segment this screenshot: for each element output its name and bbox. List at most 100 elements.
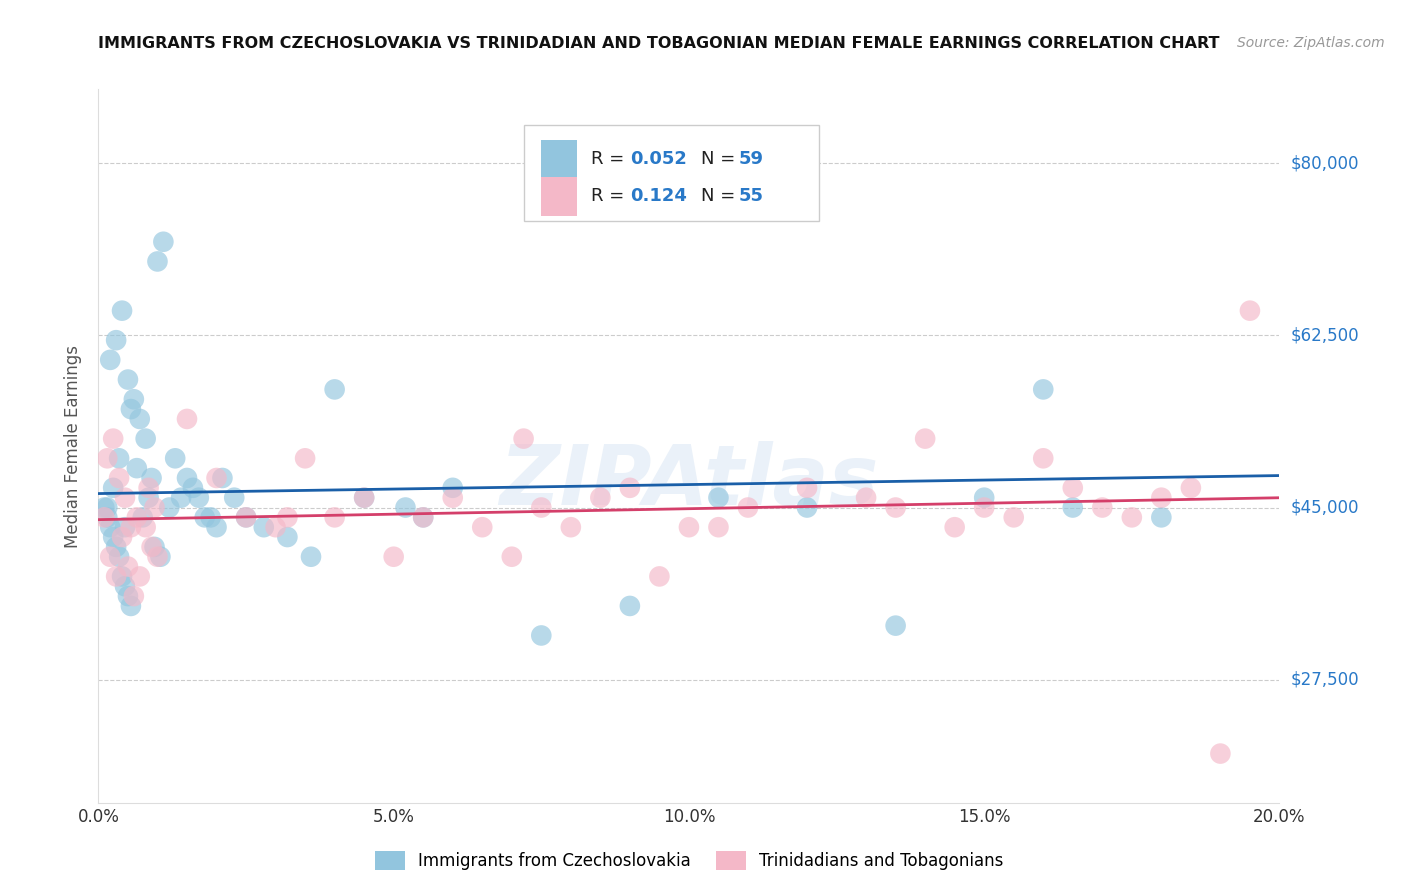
Point bbox=[120, 520, 142, 534]
Point bbox=[93, 510, 115, 524]
Point bbox=[796, 481, 818, 495]
Point bbox=[1091, 500, 1114, 515]
Point bbox=[394, 500, 416, 515]
Point bbox=[707, 491, 730, 505]
Point bbox=[884, 618, 907, 632]
Point bbox=[111, 303, 134, 318]
Text: $45,000: $45,000 bbox=[1291, 499, 1360, 516]
Point bbox=[194, 510, 217, 524]
Point bbox=[678, 520, 700, 534]
Point bbox=[648, 569, 671, 583]
Point bbox=[176, 471, 198, 485]
Point bbox=[98, 352, 121, 367]
Point bbox=[96, 510, 118, 524]
Point bbox=[114, 579, 136, 593]
Point bbox=[235, 510, 257, 524]
Point bbox=[117, 373, 139, 387]
Point bbox=[143, 500, 166, 515]
Point bbox=[299, 549, 322, 564]
Point bbox=[122, 589, 145, 603]
Point bbox=[128, 569, 150, 583]
Point bbox=[117, 559, 139, 574]
Point bbox=[146, 549, 169, 564]
Point bbox=[132, 510, 155, 524]
Point bbox=[264, 520, 287, 534]
Point bbox=[884, 500, 907, 515]
Point bbox=[105, 540, 128, 554]
Point bbox=[103, 481, 125, 495]
Text: R =: R = bbox=[591, 187, 630, 205]
Text: 59: 59 bbox=[738, 150, 763, 168]
Text: N =: N = bbox=[700, 187, 741, 205]
Point bbox=[707, 520, 730, 534]
Point bbox=[211, 471, 233, 485]
FancyBboxPatch shape bbox=[523, 125, 818, 221]
Point bbox=[141, 540, 163, 554]
Point bbox=[501, 549, 523, 564]
FancyBboxPatch shape bbox=[541, 177, 576, 216]
Point bbox=[973, 491, 995, 505]
Point bbox=[855, 491, 877, 505]
Point bbox=[135, 520, 157, 534]
Text: $62,500: $62,500 bbox=[1291, 326, 1360, 344]
Point bbox=[276, 530, 298, 544]
Point bbox=[157, 500, 180, 515]
Point bbox=[294, 451, 316, 466]
Point bbox=[111, 569, 134, 583]
Point bbox=[530, 628, 553, 642]
Point bbox=[105, 569, 128, 583]
Text: $27,500: $27,500 bbox=[1291, 671, 1360, 689]
Point bbox=[105, 333, 128, 347]
Point bbox=[108, 471, 131, 485]
Point bbox=[138, 491, 160, 505]
Point bbox=[96, 500, 118, 515]
Point bbox=[128, 412, 150, 426]
Point bbox=[114, 491, 136, 505]
Text: ZIPAtlas: ZIPAtlas bbox=[499, 442, 879, 522]
Point bbox=[1209, 747, 1232, 761]
Point bbox=[471, 520, 494, 534]
Point bbox=[412, 510, 434, 524]
Point bbox=[114, 520, 136, 534]
Text: 0.124: 0.124 bbox=[630, 187, 686, 205]
Point bbox=[117, 589, 139, 603]
Point bbox=[143, 540, 166, 554]
Point bbox=[96, 451, 118, 466]
Point bbox=[120, 402, 142, 417]
Text: Source: ZipAtlas.com: Source: ZipAtlas.com bbox=[1237, 36, 1385, 50]
Point bbox=[205, 471, 228, 485]
Point bbox=[200, 510, 222, 524]
Point bbox=[512, 432, 534, 446]
Point bbox=[98, 549, 121, 564]
Point bbox=[382, 549, 405, 564]
Point bbox=[149, 549, 172, 564]
Text: R =: R = bbox=[591, 150, 630, 168]
Point bbox=[560, 520, 582, 534]
Point bbox=[253, 520, 276, 534]
Point bbox=[146, 254, 169, 268]
Point bbox=[737, 500, 759, 515]
Point bbox=[181, 481, 204, 495]
Y-axis label: Median Female Earnings: Median Female Earnings bbox=[65, 344, 83, 548]
Point bbox=[1032, 451, 1054, 466]
Point bbox=[323, 383, 346, 397]
Text: 55: 55 bbox=[738, 187, 763, 205]
Text: 0.052: 0.052 bbox=[630, 150, 686, 168]
Point bbox=[796, 500, 818, 515]
Point bbox=[441, 481, 464, 495]
Point bbox=[235, 510, 257, 524]
Point bbox=[224, 491, 246, 505]
Point bbox=[141, 471, 163, 485]
Point bbox=[1150, 510, 1173, 524]
FancyBboxPatch shape bbox=[541, 139, 576, 178]
Point bbox=[441, 491, 464, 505]
Point bbox=[170, 491, 193, 505]
Text: $80,000: $80,000 bbox=[1291, 154, 1360, 172]
Point bbox=[205, 520, 228, 534]
Point bbox=[914, 432, 936, 446]
Point bbox=[108, 451, 131, 466]
Point bbox=[120, 599, 142, 613]
Point bbox=[187, 491, 209, 505]
Point bbox=[135, 432, 157, 446]
Point bbox=[1150, 491, 1173, 505]
